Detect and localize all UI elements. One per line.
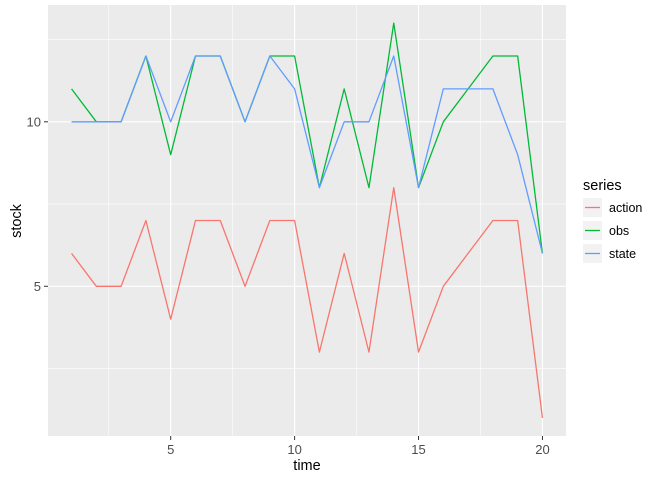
x-tick-label: 10 [287,442,301,457]
legend-item-state: state [583,244,636,263]
legend-label: action [609,201,642,215]
legend-items: action obs state [583,198,642,263]
panel-background [48,5,566,436]
minor-gridlines [48,5,566,436]
series-line-obs [71,22,544,254]
series-line-state [71,55,544,254]
legend-label: state [609,247,636,261]
tick-labels: 5 10 15 20 5 10 [27,114,550,457]
x-axis-title: time [293,458,320,474]
legend-item-obs: obs [583,221,629,240]
legend-label: obs [609,224,629,238]
legend-item-action: action [583,198,642,217]
x-tick-label: 15 [411,442,425,457]
y-axis-title: stock [9,203,25,238]
series-line-action [71,186,544,418]
y-tick-label: 10 [27,114,41,129]
y-tick-label: 5 [34,279,41,294]
x-tick-label: 5 [167,442,174,457]
x-tick-label: 20 [535,442,549,457]
legend: series action obs state [583,178,642,263]
series-lines [71,22,544,418]
legend-title: series [583,178,622,194]
axis-ticks [44,121,543,440]
